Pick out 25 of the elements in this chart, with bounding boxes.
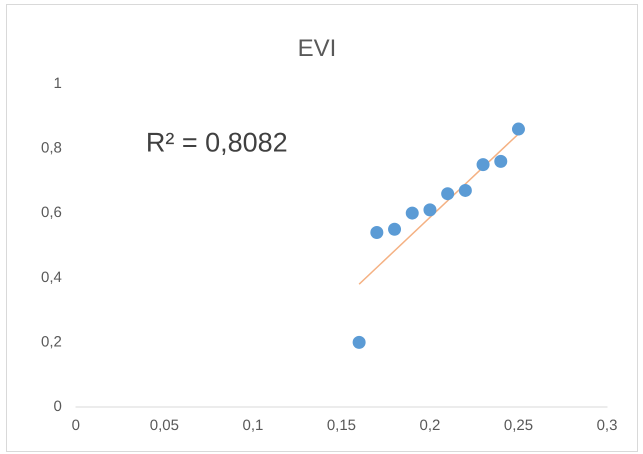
y-tick-label: 1	[54, 74, 62, 92]
point	[406, 206, 419, 220]
annotation: R² = 0,8082	[146, 127, 288, 158]
x-tick-label: 0,25	[504, 417, 534, 434]
point	[458, 184, 472, 197]
y-tick-label: 0,6	[40, 204, 62, 222]
chart-title: EVI	[298, 35, 336, 62]
x-tick-label: 0,2	[420, 417, 440, 434]
x-tick-label: 0	[72, 417, 80, 434]
point	[370, 226, 384, 239]
y-tick-label: 0	[54, 398, 62, 416]
x-tick-label: 0,05	[150, 417, 179, 434]
y-tick-label: 0,8	[40, 140, 62, 157]
point	[494, 154, 508, 168]
point	[388, 222, 402, 236]
point	[512, 122, 525, 136]
point	[441, 187, 454, 200]
point	[423, 203, 436, 216]
y-tick-label: 0,4	[40, 268, 62, 286]
point	[352, 336, 366, 349]
point	[476, 158, 490, 172]
x-tick-label: 0,3	[596, 417, 618, 434]
x-tick-label: 0,15	[326, 417, 356, 434]
y-tick-label: 0,2	[40, 334, 62, 350]
x-tick-label: 0,1	[242, 417, 264, 434]
